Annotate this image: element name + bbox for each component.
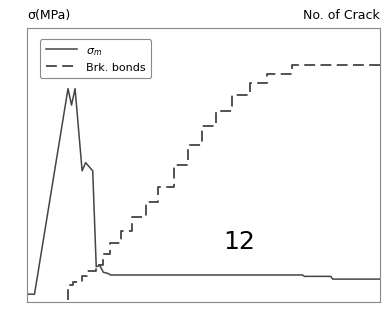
Legend: $\sigma_m$, Brk. bonds: $\sigma_m$, Brk. bonds bbox=[40, 39, 151, 78]
Text: No. of Crack: No. of Crack bbox=[303, 9, 380, 22]
Text: 12: 12 bbox=[223, 230, 255, 254]
Text: σ(MPa): σ(MPa) bbox=[27, 9, 71, 22]
